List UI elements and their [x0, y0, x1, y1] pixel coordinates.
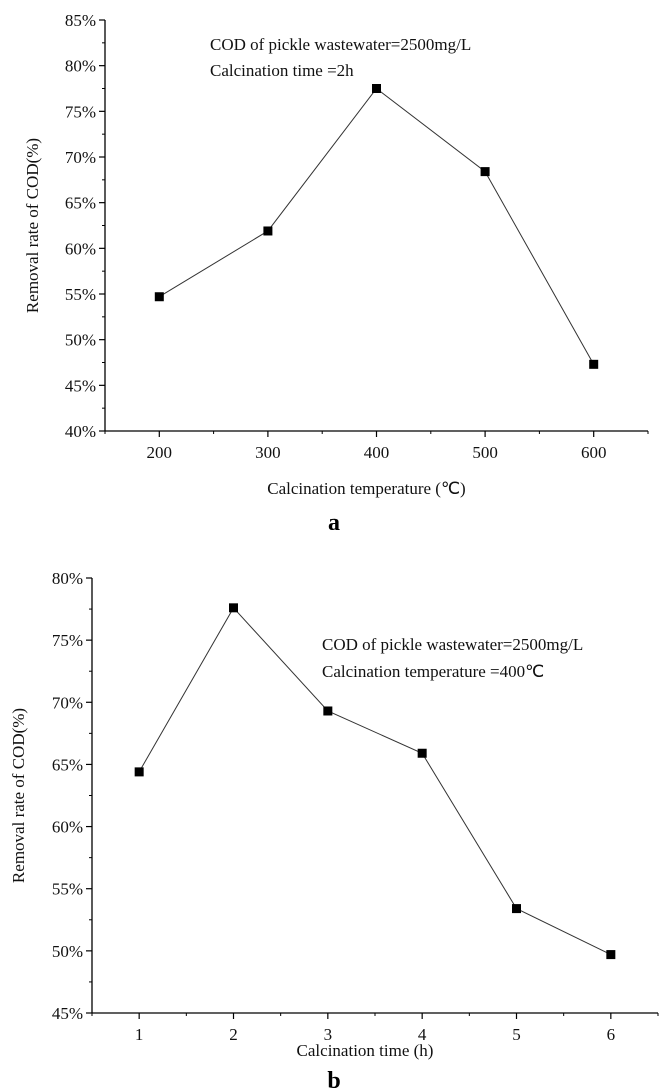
x-tick-label: 4 [418, 1025, 427, 1044]
x-tick-label: 3 [324, 1025, 333, 1044]
x-tick-label: 300 [255, 443, 281, 462]
y-tick-label: 50% [65, 331, 96, 350]
x-tick-label: 600 [581, 443, 607, 462]
data-point [372, 84, 381, 93]
y-tick-label: 60% [65, 239, 96, 258]
x-tick-label: 200 [147, 443, 173, 462]
y-tick-label: 75% [52, 631, 83, 650]
x-axis-label: Calcination temperature (℃) [267, 479, 465, 498]
annotation-text: Calcination time =2h [210, 61, 354, 80]
chart-panel-b: 45% 50% 55% 60% 65% 70% 75% 80% 1 2 3 4 5 6 COD of pic… [9, 569, 659, 1092]
data-point [229, 603, 238, 613]
x-tick-label: 6 [607, 1025, 616, 1044]
y-tick-label: 70% [52, 693, 83, 712]
x-tick-label: 500 [472, 443, 498, 462]
panel-label: a [328, 510, 340, 536]
annotation-text: Calcination temperature =400℃ [322, 662, 544, 681]
y-tick-label: 40% [65, 422, 96, 441]
y-tick-label: 55% [52, 880, 83, 899]
data-point [263, 226, 273, 236]
annotation-text: COD of pickle wastewater=2500mg/L [322, 635, 583, 654]
x-tick-label: 400 [364, 443, 390, 462]
x-tick-label: 5 [512, 1025, 521, 1044]
annotation-text: COD of pickle wastewater=2500mg/L [210, 35, 471, 54]
x-tick-label: 2 [229, 1025, 238, 1044]
chart-panel-a: 40% 45% 50% 55% 60% 65% 70% 75% 80% 85% 200 300 400 5… [23, 11, 649, 536]
data-point [606, 950, 616, 960]
y-tick-label: 70% [65, 148, 96, 167]
data-point [480, 167, 490, 177]
y-tick-label: 85% [65, 11, 96, 30]
y-tick-label: 80% [65, 57, 96, 76]
y-tick-label: 45% [65, 376, 96, 395]
data-point [323, 706, 333, 716]
series-line [138, 606, 612, 956]
y-tick-label: 75% [65, 102, 96, 121]
y-tick-label: 55% [65, 285, 96, 304]
data-point [512, 904, 521, 914]
y-tick-label: 50% [52, 942, 83, 961]
panel-label: b [327, 1068, 340, 1092]
y-axis-label: Removal rate of COD(%) [23, 138, 42, 313]
y-tick-label: 60% [52, 818, 83, 837]
data-point [417, 748, 427, 758]
x-axis-label: Calcination time (h) [297, 1041, 434, 1060]
y-tick-label: 80% [52, 569, 83, 588]
y-axis-label: Removal rate of COD(%) [9, 708, 28, 883]
y-tick-label: 65% [52, 755, 83, 774]
y-tick-label: 65% [65, 194, 96, 213]
series-line [159, 87, 595, 365]
y-tick-label: 45% [52, 1004, 83, 1023]
data-point [134, 767, 144, 777]
x-tick-label: 1 [135, 1025, 144, 1044]
data-point [154, 292, 164, 302]
data-point [589, 359, 599, 369]
